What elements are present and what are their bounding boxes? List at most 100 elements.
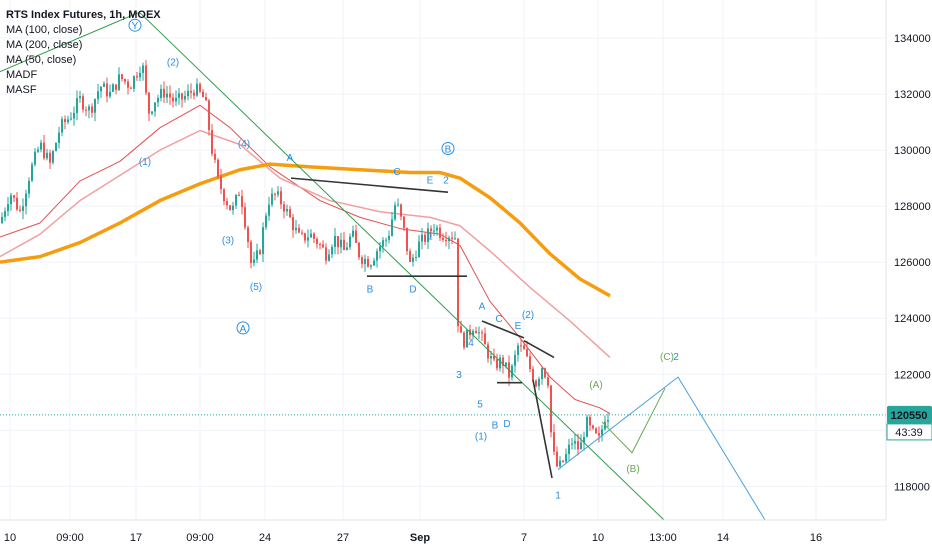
candle-body: [400, 204, 402, 217]
y-tick-label: 118000: [894, 481, 930, 493]
indicator-masf[interactable]: MASF: [6, 84, 37, 96]
x-tick-label: 27: [337, 532, 349, 544]
drawings: [0, 12, 766, 521]
candle-body: [100, 86, 102, 92]
candle-body: [313, 233, 315, 239]
candle-body: [37, 149, 39, 152]
indicator-ma50[interactable]: MA (50, close): [6, 54, 77, 66]
candle-body: [547, 377, 549, 386]
wave-label: 4: [468, 338, 474, 349]
wave-label: (5): [250, 282, 262, 293]
candle-body: [346, 247, 348, 251]
candle-body: [370, 265, 372, 267]
candle-body: [97, 91, 99, 100]
candle-body: [211, 130, 213, 154]
last-price-value: 120550: [891, 410, 928, 422]
candle-body: [517, 345, 519, 355]
y-tick-label: 128000: [894, 201, 931, 213]
candle-body: [235, 194, 237, 206]
candle-body: [568, 444, 570, 455]
candle-body: [178, 93, 180, 98]
candle-body: [43, 142, 45, 159]
candle-body: [364, 258, 366, 264]
x-tick-label: 24: [259, 532, 271, 544]
x-tick-label: 09:00: [186, 532, 214, 544]
candle-body: [466, 329, 468, 348]
candle-body: [556, 451, 558, 467]
candle-body: [532, 369, 534, 381]
wave-label: (2): [522, 310, 534, 321]
channel-line: [523, 339, 555, 359]
candle-body: [277, 191, 279, 195]
candle-body: [559, 460, 561, 467]
candle-body: [64, 119, 66, 123]
candle-body: [31, 164, 33, 181]
y-tick-label: 122000: [894, 369, 931, 381]
candle-body: [133, 76, 135, 89]
candle-body: [169, 93, 171, 98]
candle-body: [160, 88, 162, 98]
candle-body: [562, 460, 564, 462]
candle-body: [1, 216, 3, 223]
candle-body: [499, 357, 501, 369]
candle-body: [586, 417, 588, 437]
wave-label: (1): [139, 157, 151, 168]
candle-body: [91, 106, 93, 113]
candle-body: [505, 362, 507, 366]
candle-body: [145, 65, 147, 93]
candle-body: [376, 251, 378, 261]
candle-body: [208, 100, 210, 131]
candle-body: [175, 97, 177, 102]
candle-body: [193, 92, 195, 96]
candle-body: [226, 201, 228, 206]
indicator-madf[interactable]: MADF: [6, 69, 38, 81]
indicator-ma200[interactable]: MA (200, close): [6, 39, 83, 51]
candle-body: [403, 216, 405, 228]
wave-label: 2: [673, 352, 679, 363]
candle-body: [253, 259, 255, 264]
candle-body: [502, 357, 504, 366]
symbol-title[interactable]: RTS Index Futures, 1h, MOEX: [6, 9, 161, 21]
x-tick-label: 13:00: [649, 532, 677, 544]
indicator-ma100[interactable]: MA (100, close): [6, 24, 83, 36]
y-tick-label: 126000: [894, 257, 931, 269]
candle-body: [127, 81, 129, 88]
wave-label: A: [240, 324, 247, 335]
candle-body: [85, 109, 87, 111]
candle-body: [394, 205, 396, 220]
chart-legend: RTS Index Futures, 1h, MOEX MA (100, clo…: [6, 8, 161, 98]
candle-body: [205, 97, 207, 101]
candles: [1, 60, 609, 469]
candle-body: [298, 227, 300, 233]
candle-body: [58, 132, 60, 143]
candle-body: [238, 194, 240, 197]
candle-body: [334, 235, 336, 247]
candle-body: [430, 228, 432, 232]
candle-body: [7, 204, 9, 212]
candle-body: [40, 142, 42, 150]
candle-body: [472, 331, 474, 336]
candle-body: [139, 72, 141, 78]
candle-body: [451, 237, 453, 239]
candle-body: [454, 238, 456, 240]
wave-label: (1): [475, 432, 487, 443]
candle-body: [496, 359, 498, 369]
wave-label: B: [445, 145, 452, 156]
candle-body: [574, 441, 576, 444]
candle-body: [268, 204, 270, 216]
wave-label: 5: [477, 400, 483, 411]
wave-label: B: [367, 285, 374, 296]
candle-body: [196, 83, 198, 96]
candle-body: [388, 235, 390, 240]
x-tick-label: 7: [521, 532, 527, 544]
candle-body: [445, 239, 447, 242]
candle-body: [442, 237, 444, 240]
candle-body: [115, 84, 117, 90]
trend-line: [139, 12, 665, 521]
candle-body: [355, 230, 357, 243]
candle-body: [325, 247, 327, 261]
wave-label: 3: [456, 370, 462, 381]
candle-body: [55, 142, 57, 152]
candle-body: [265, 215, 267, 228]
